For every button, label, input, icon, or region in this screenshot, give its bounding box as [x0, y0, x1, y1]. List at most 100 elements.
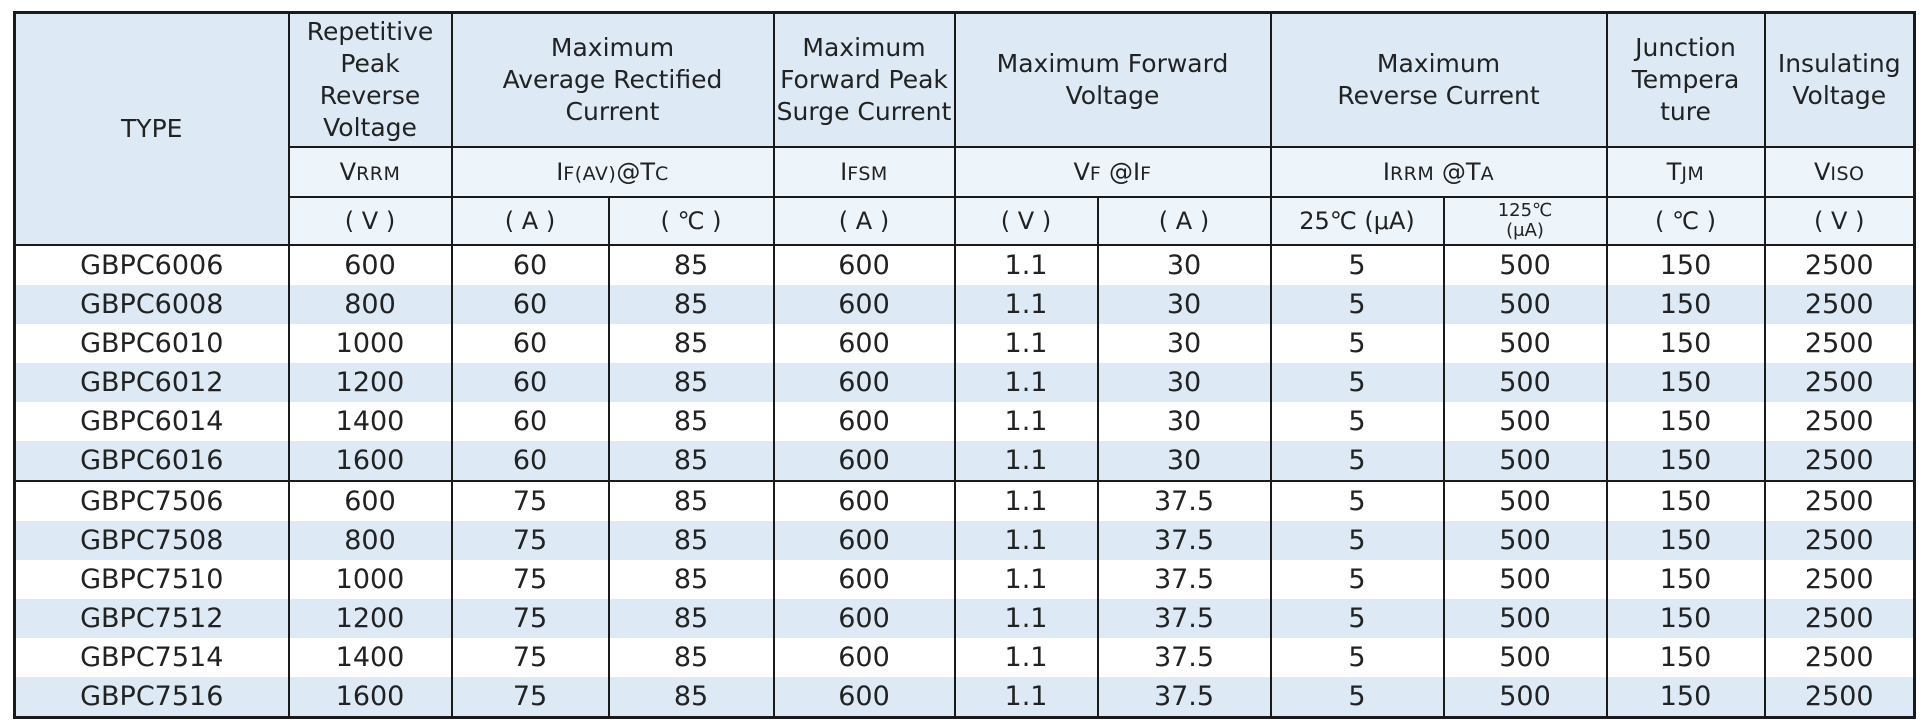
cell-viso: 2500 — [1763, 480, 1916, 521]
cell-ir-125: 500 — [1442, 245, 1608, 285]
cell-tc: 85 — [607, 480, 775, 521]
cell-type: GBPC7514 — [13, 638, 290, 677]
header-vf-symbol: VF @IF — [953, 146, 1272, 198]
cell-viso: 2500 — [1763, 677, 1916, 718]
cell-vf: 1.1 — [953, 441, 1099, 481]
cell-ifsm: 600 — [772, 363, 956, 402]
cell-ir-25: 5 — [1269, 599, 1445, 638]
cell-type: GBPC6006 — [13, 245, 290, 285]
header-irrm-title: Maximum Reverse Current — [1269, 11, 1608, 148]
table-row: GBPC7514 1400 75 85 600 1.1 37.5 5 500 150 2500 — [13, 638, 1916, 677]
cell-tc: 85 — [607, 402, 775, 441]
symbol-sub: FSM — [847, 163, 888, 185]
cell-type: GBPC7508 — [13, 521, 290, 560]
unit-ifsm: ( A ) — [772, 196, 956, 246]
cell-vf: 1.1 — [953, 324, 1099, 363]
cell-ir-25: 5 — [1269, 245, 1445, 285]
symbol-at: @T — [616, 158, 655, 186]
cell-tj: 150 — [1605, 245, 1766, 285]
cell-ifsm: 600 — [772, 480, 956, 521]
table-header: TYPE Repetitive Peak Reverse Voltage Max… — [13, 11, 1916, 246]
cell-viso: 2500 — [1763, 245, 1916, 285]
cell-vrrm: 1600 — [287, 441, 453, 481]
symbol-sub: F(AV) — [563, 163, 617, 185]
header-iav-symbol: IF(AV)@TC — [450, 146, 775, 198]
cell-tj: 150 — [1605, 480, 1766, 521]
unit-ir-125: 125℃ (μA) — [1442, 196, 1608, 246]
symbol-main: I — [840, 158, 848, 186]
unit-ir-125-top: 125℃ — [1497, 200, 1553, 221]
cell-vf: 1.1 — [953, 402, 1099, 441]
cell-ir-125: 500 — [1442, 480, 1608, 521]
table-row: GBPC7516 1600 75 85 600 1.1 37.5 5 500 150 2500 — [13, 677, 1916, 718]
cell-tc: 85 — [607, 677, 775, 718]
cell-tc: 85 — [607, 285, 775, 324]
unit-iav-a: ( A ) — [450, 196, 610, 246]
cell-tj: 150 — [1605, 521, 1766, 560]
symbol-sub: RRM — [356, 163, 401, 185]
unit-iav-c: ( ℃ ) — [607, 196, 775, 246]
cell-type: GBPC7516 — [13, 677, 290, 718]
header-tj-symbol: TJM — [1605, 146, 1766, 198]
symbol-main: V — [1073, 158, 1090, 186]
cell-ir-25: 5 — [1269, 441, 1445, 481]
header-viso-symbol: VISO — [1763, 146, 1916, 198]
cell-iav: 75 — [450, 638, 610, 677]
cell-ir-125: 500 — [1442, 402, 1608, 441]
cell-ir-125: 500 — [1442, 363, 1608, 402]
cell-vrrm: 1600 — [287, 677, 453, 718]
cell-iav: 60 — [450, 363, 610, 402]
cell-vf: 1.1 — [953, 245, 1099, 285]
header-vrrm-title: Repetitive Peak Reverse Voltage — [287, 11, 453, 148]
cell-iav: 75 — [450, 677, 610, 718]
cell-tc: 85 — [607, 599, 775, 638]
cell-tc: 85 — [607, 363, 775, 402]
header-vrrm-symbol: VRRM — [287, 146, 453, 198]
symbol-sub: JM — [1681, 163, 1705, 185]
header-tj-title: Junction Tempera ture — [1605, 11, 1766, 148]
symbol-at-sub: A — [1480, 163, 1495, 185]
header-irrm-symbol: IRRM @TA — [1269, 146, 1608, 198]
header-vf-title: Maximum Forward Voltage — [953, 11, 1272, 148]
cell-if: 30 — [1096, 324, 1272, 363]
cell-iav: 75 — [450, 521, 610, 560]
symbol-main: V — [339, 158, 357, 186]
cell-tj: 150 — [1605, 441, 1766, 481]
cell-ir-25: 5 — [1269, 560, 1445, 599]
cell-type: GBPC6012 — [13, 363, 290, 402]
cell-ifsm: 600 — [772, 599, 956, 638]
header-viso-title: Insulating Voltage — [1763, 11, 1916, 148]
symbol-main: V — [1813, 158, 1831, 186]
cell-ifsm: 600 — [772, 285, 956, 324]
cell-if: 30 — [1096, 245, 1272, 285]
symbol-at-sub: F — [1140, 163, 1152, 185]
cell-iav: 60 — [450, 402, 610, 441]
header-type: TYPE — [13, 11, 290, 246]
rectifier-spec-table: TYPE Repetitive Peak Reverse Voltage Max… — [13, 11, 1916, 719]
cell-ir-125: 500 — [1442, 560, 1608, 599]
cell-iav: 60 — [450, 441, 610, 481]
cell-vrrm: 800 — [287, 285, 453, 324]
cell-vf: 1.1 — [953, 480, 1099, 521]
cell-tj: 150 — [1605, 402, 1766, 441]
cell-vrrm: 1200 — [287, 363, 453, 402]
cell-ir-25: 5 — [1269, 638, 1445, 677]
table-row: GBPC6016 1600 60 85 600 1.1 30 5 500 150 2500 — [13, 441, 1916, 481]
cell-ifsm: 600 — [772, 638, 956, 677]
cell-viso: 2500 — [1763, 599, 1916, 638]
table-row: GBPC6008 800 60 85 600 1.1 30 5 500 150 2500 — [13, 285, 1916, 324]
cell-ir-125: 500 — [1442, 285, 1608, 324]
cell-viso: 2500 — [1763, 402, 1916, 441]
cell-ir-25: 5 — [1269, 324, 1445, 363]
table-row: GBPC6012 1200 60 85 600 1.1 30 5 500 150 2500 — [13, 363, 1916, 402]
cell-iav: 60 — [450, 245, 610, 285]
cell-vrrm: 800 — [287, 521, 453, 560]
header-ifsm-title: Maximum Forward Peak Surge Current — [772, 11, 956, 148]
cell-ifsm: 600 — [772, 677, 956, 718]
cell-viso: 2500 — [1763, 363, 1916, 402]
symbol-at: @T — [1434, 158, 1481, 186]
symbol-sub: ISO — [1830, 163, 1865, 185]
cell-if: 37.5 — [1096, 638, 1272, 677]
table-row: GBPC7508 800 75 85 600 1.1 37.5 5 500 150 2500 — [13, 521, 1916, 560]
cell-tj: 150 — [1605, 677, 1766, 718]
